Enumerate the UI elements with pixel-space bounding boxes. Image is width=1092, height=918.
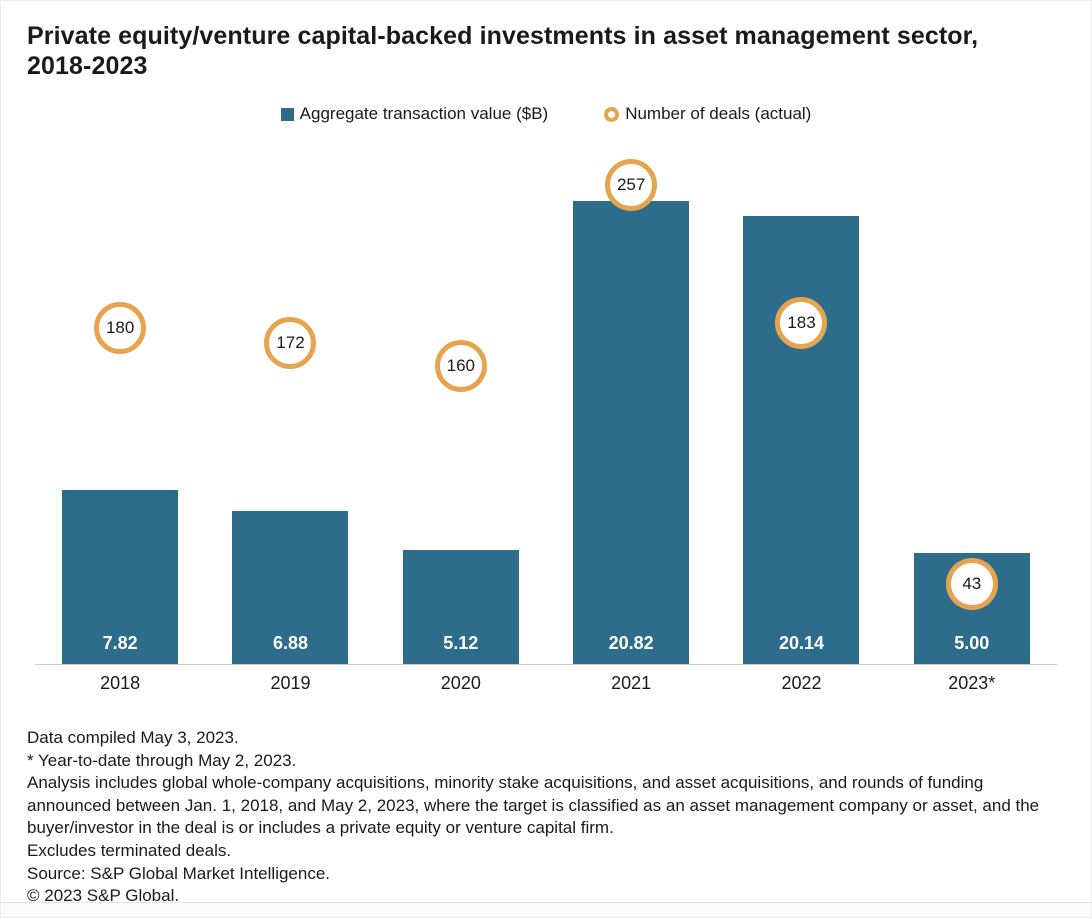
x-axis-label-2023: 2023* — [948, 673, 996, 693]
x-axis-labels: 2018 2019 2020 2021 2022 2023* — [35, 673, 1057, 694]
bar-chart-plot-area: 7.82 180 6.88 172 5.12 160 20.82 257 20.14 183 5.0… — [35, 141, 1057, 665]
chart-slot-2023: 5.00 43 — [887, 141, 1057, 664]
x-axis-label-2019: 2019 — [270, 673, 311, 693]
x-axis-label-2022: 2022 — [781, 673, 822, 693]
chart-slot-2021: 20.82 257 — [546, 141, 716, 664]
footnotes: Data compiled May 3, 2023. * Year-to-dat… — [27, 727, 1071, 908]
footnote-line: Source: S&P Global Market Intelligence. — [27, 863, 331, 883]
deal-count-circle-2022: 183 — [775, 296, 828, 349]
legend: Aggregate transaction value ($B) Number … — [1, 104, 1091, 124]
value-bar-2018: 7.82 — [62, 489, 179, 664]
legend-item-transaction-value: Aggregate transaction value ($B) — [280, 104, 549, 124]
value-bar-2021: 20.82 — [573, 200, 690, 664]
value-bar-2019: 6.88 — [232, 510, 349, 664]
legend-item-number-of-deals: Number of deals (actual) — [604, 104, 811, 124]
deal-count-circle-2019: 172 — [264, 317, 317, 370]
footnote-line: Analysis includes global whole-company a… — [27, 773, 1040, 838]
footnote-line: © 2023 S&P Global. — [27, 886, 180, 906]
deal-count-circle-2018: 180 — [94, 302, 147, 355]
teal-square-icon — [280, 107, 294, 121]
footnote-line: Excludes terminated deals. — [27, 840, 232, 860]
chart-slot-2022: 20.14 183 — [716, 141, 886, 664]
value-bar-2020: 5.12 — [402, 550, 519, 664]
x-axis-label-2021: 2021 — [611, 673, 652, 693]
bottom-divider — [1, 902, 1091, 917]
deal-count-circle-2020: 160 — [434, 339, 487, 392]
bar-value-label: 20.82 — [608, 633, 654, 653]
orange-ring-icon — [604, 106, 620, 122]
bar-value-label: 5.12 — [443, 633, 479, 653]
legend-label: Aggregate transaction value ($B) — [299, 104, 549, 123]
chart-slot-2019: 6.88 172 — [205, 141, 375, 664]
chart-slot-2020: 5.12 160 — [376, 141, 546, 664]
value-bar-2022: 20.14 — [743, 215, 860, 664]
x-axis-label-2020: 2020 — [440, 673, 481, 693]
chart-slot-2018: 7.82 180 — [35, 141, 205, 664]
bar-value-label: 7.82 — [102, 633, 138, 653]
deal-count-circle-2021: 257 — [605, 158, 658, 211]
bar-value-label: 6.88 — [272, 633, 308, 653]
legend-label: Number of deals (actual) — [625, 104, 812, 123]
bar-value-label: 20.14 — [778, 633, 824, 653]
bar-value-label: 5.00 — [954, 633, 990, 653]
deal-count-circle-2023: 43 — [945, 557, 998, 610]
x-axis-label-2018: 2018 — [100, 673, 141, 693]
chart-title: Private equity/venture capital-backed in… — [27, 22, 979, 80]
footnote-line: Data compiled May 3, 2023. — [27, 728, 239, 747]
footnote-line: * Year-to-date through May 2, 2023. — [27, 750, 297, 770]
